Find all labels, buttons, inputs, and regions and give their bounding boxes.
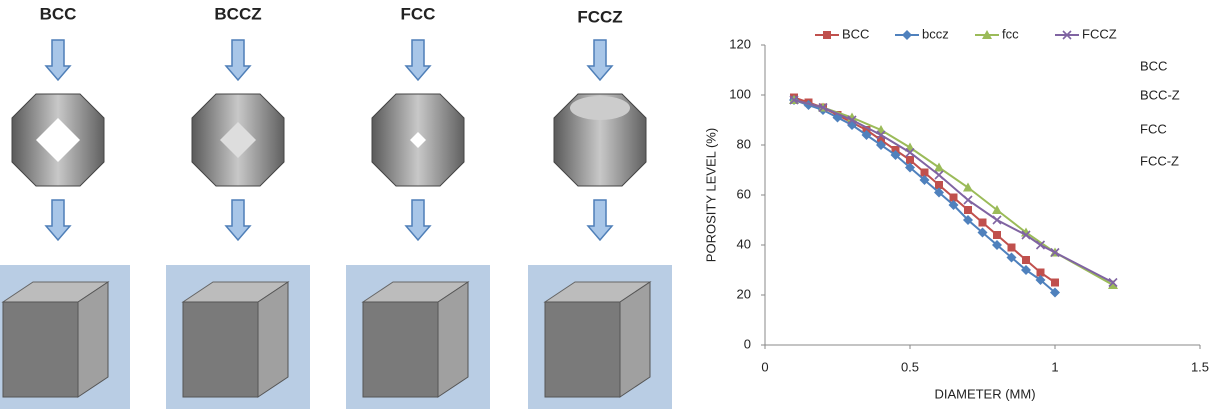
marker xyxy=(979,219,987,227)
series-line xyxy=(794,100,1055,293)
y-tick-label: 100 xyxy=(729,86,751,101)
y-tick-label: 20 xyxy=(737,286,751,301)
series-line xyxy=(794,98,1055,283)
y-axis-title: POROSITY LEVEL (%) xyxy=(703,128,718,262)
annotation: BCC-Z xyxy=(1140,87,1180,102)
marker xyxy=(902,30,912,40)
annotation: FCC-Z xyxy=(1140,153,1179,168)
y-tick-label: 0 xyxy=(744,336,751,351)
schematics: BCC BCCZ FCC FCCZ xyxy=(0,4,672,409)
cell-label: FCCZ xyxy=(577,7,622,26)
marker xyxy=(1022,256,1030,264)
legend-label: BCC xyxy=(842,26,869,41)
marker xyxy=(934,163,944,172)
marker xyxy=(823,31,831,39)
x-tick-label: 1 xyxy=(1051,359,1058,374)
legend-label: bccz xyxy=(922,26,949,41)
y-tick-label: 40 xyxy=(737,236,751,251)
y-tick-label: 80 xyxy=(737,136,751,151)
marker xyxy=(993,216,1001,224)
marker xyxy=(963,183,973,192)
cell-label: FCC xyxy=(401,4,436,23)
legend-label: fcc xyxy=(1002,26,1019,41)
marker xyxy=(1051,279,1059,287)
annotation: FCC xyxy=(1140,121,1167,136)
marker xyxy=(964,206,972,214)
figure: BCC BCCZ FCC FCCZ DIAMETER (MM) POROSITY… xyxy=(0,0,1228,413)
y-tick-label: 120 xyxy=(729,36,751,51)
marker xyxy=(935,171,943,179)
marker xyxy=(964,196,972,204)
y-tick-label: 60 xyxy=(737,186,751,201)
legend-label: FCCZ xyxy=(1082,26,1117,41)
series-line xyxy=(794,100,1113,283)
x-axis-title: DIAMETER (MM) xyxy=(934,386,1035,401)
cell-label: BCC xyxy=(40,4,77,23)
x-tick-label: 0.5 xyxy=(901,359,919,374)
x-tick-label: 1.5 xyxy=(1191,359,1209,374)
marker xyxy=(993,231,1001,239)
cell-label: BCCZ xyxy=(214,4,261,23)
annotation: BCC xyxy=(1140,58,1167,73)
x-tick-label: 0 xyxy=(761,359,768,374)
marker xyxy=(1008,244,1016,252)
